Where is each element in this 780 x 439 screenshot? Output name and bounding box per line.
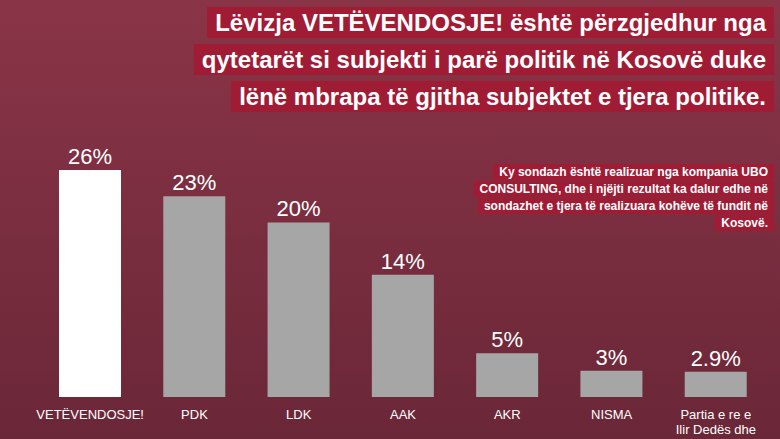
svg-text:LDK: LDK — [286, 407, 312, 422]
svg-text:Ilir Dedës dhe: Ilir Dedës dhe — [676, 422, 756, 437]
svg-text:23%: 23% — [172, 170, 216, 195]
svg-text:PDK: PDK — [181, 407, 208, 422]
svg-text:20%: 20% — [277, 196, 321, 221]
svg-text:5%: 5% — [491, 327, 523, 352]
html-text:Ky sondazh është realizuar nga: Ky sondazh është realizuar nga kompania … — [479, 165, 768, 230]
html-text:Lëvizja VETËVENDOSJE! është pë: Lëvizja VETËVENDOSJE! është përzgjedhur … — [201, 9, 766, 110]
svg-text:3%: 3% — [596, 345, 628, 370]
svg-text:AKR: AKR — [494, 407, 521, 422]
svg-text:14%: 14% — [381, 249, 425, 274]
svg-text:26%: 26% — [68, 144, 112, 169]
svg-text:AAK: AAK — [390, 407, 416, 422]
svg-text:NISMA: NISMA — [591, 407, 633, 422]
svg-text:2.9%: 2.9% — [691, 346, 741, 371]
svg-text:VETËVENDOSJE!: VETËVENDOSJE! — [36, 407, 144, 422]
svg-text:Partia e re e: Partia e re e — [680, 407, 751, 422]
